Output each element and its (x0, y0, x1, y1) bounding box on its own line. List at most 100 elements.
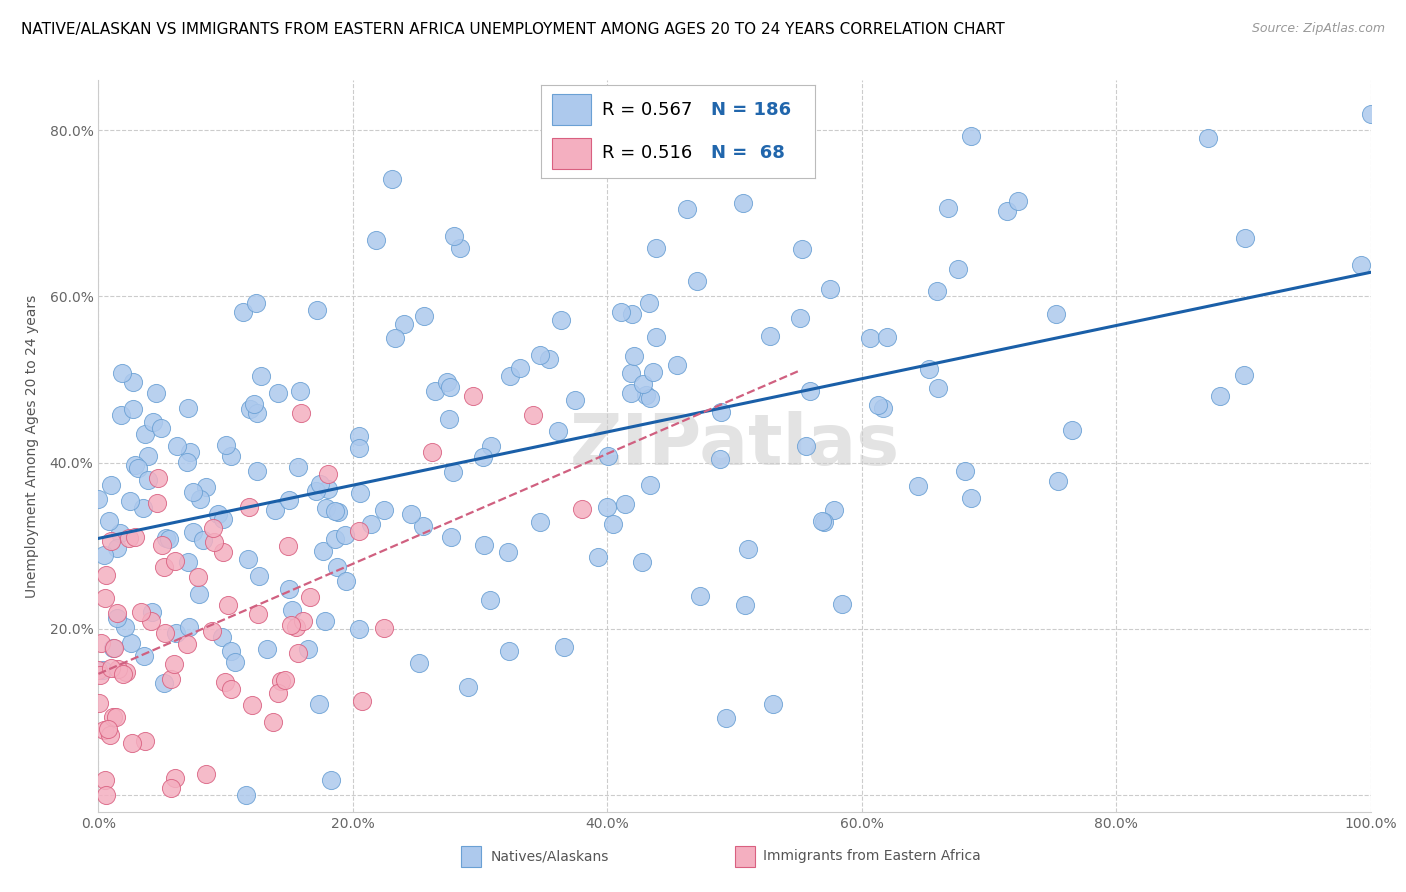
Point (211, 545, 233, 559)
Point (124, 458, 146, 472)
Point (141, 605, 163, 619)
Point (211, 630, 233, 644)
Point (215, 438, 238, 452)
Point (360, 516, 382, 531)
Point (120, 636, 142, 650)
Point (177, 401, 200, 416)
Point (219, 681, 242, 696)
Point (305, 484, 328, 499)
Point (87, 696, 110, 710)
Point (325, 532, 347, 546)
Point (134, 427, 156, 442)
Point (349, 441, 371, 455)
Point (423, 384, 446, 398)
Point (219, 449, 242, 463)
Point (479, 592, 502, 607)
Point (101, 709, 124, 723)
Point (311, 544, 333, 558)
Point (122, 376, 145, 390)
Point (201, 624, 224, 638)
Point (150, 421, 173, 435)
Point (274, 673, 297, 687)
Point (127, 461, 149, 475)
Point (571, 502, 593, 516)
Point (100, 661, 122, 675)
Point (287, 646, 309, 660)
Point (441, 465, 464, 479)
Point (811, 515, 834, 529)
Point (145, 386, 167, 401)
Point (547, 424, 569, 438)
Point (1350, 258, 1372, 272)
Point (457, 680, 479, 694)
Point (731, 195, 754, 210)
Point (162, 657, 184, 671)
Point (794, 439, 817, 453)
Point (141, 615, 163, 629)
Point (111, 366, 134, 380)
Point (1007, 194, 1029, 208)
Point (463, 389, 485, 403)
Point (347, 524, 370, 538)
Y-axis label: Unemployment Among Ages 20 to 24 years: Unemployment Among Ages 20 to 24 years (24, 294, 38, 598)
Point (319, 772, 342, 787)
Point (136, 450, 159, 464)
Point (202, 521, 225, 535)
Point (90, 635, 112, 649)
Point (89, 668, 111, 682)
Point (132, 500, 155, 515)
Point (166, 439, 188, 453)
Point (907, 479, 929, 493)
Point (550, 313, 572, 327)
Point (479, 439, 502, 453)
Point (709, 452, 731, 467)
Point (163, 772, 186, 786)
Text: Natives/Alaskans: Natives/Alaskans (491, 849, 609, 863)
Point (287, 459, 309, 474)
Point (1233, 231, 1256, 245)
Point (596, 500, 619, 514)
Point (280, 617, 302, 632)
Point (509, 361, 531, 376)
Point (831, 598, 853, 612)
Point (263, 503, 285, 517)
Point (381, 172, 404, 186)
Point (188, 491, 211, 506)
Point (267, 385, 290, 400)
Point (636, 388, 658, 402)
Point (270, 673, 292, 688)
Point (194, 480, 217, 494)
Point (499, 368, 522, 383)
Point (1360, 106, 1382, 120)
Point (859, 331, 882, 345)
Point (640, 391, 662, 405)
Point (278, 493, 301, 508)
Point (131, 605, 153, 619)
Point (157, 532, 180, 546)
Point (314, 614, 336, 628)
Point (995, 203, 1018, 218)
Point (335, 574, 357, 588)
Point (1197, 131, 1219, 145)
Point (93, 591, 115, 605)
Point (103, 640, 125, 655)
Point (564, 393, 586, 408)
Point (155, 531, 177, 545)
Point (207, 507, 229, 521)
Point (686, 274, 709, 288)
Point (187, 570, 209, 584)
Point (936, 201, 959, 215)
Point (176, 637, 198, 651)
Point (111, 666, 134, 681)
Point (1209, 389, 1232, 403)
Point (437, 411, 460, 425)
Point (876, 330, 898, 344)
Point (238, 500, 260, 514)
Point (217, 598, 239, 612)
Point (100, 534, 122, 549)
Point (91, 663, 114, 677)
Point (623, 349, 645, 363)
Point (87, 663, 110, 677)
Point (107, 611, 129, 625)
Point (610, 305, 633, 319)
